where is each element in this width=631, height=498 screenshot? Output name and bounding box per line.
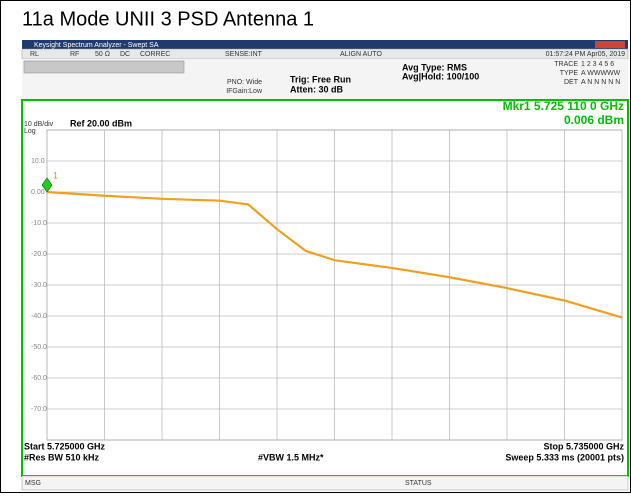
marker-freq: Mkr1 5.725 110 0 GHz (503, 99, 624, 113)
det-label: DET (564, 79, 579, 86)
clock: 01:57:24 PM Apr05, 2019 (546, 51, 625, 58)
status-item: RF (70, 51, 79, 58)
det-val: A N N N N N (581, 79, 620, 86)
status-item: DC (120, 51, 130, 58)
ref-level: Ref 20.00 dBm (70, 118, 132, 128)
msg: MSG (25, 480, 41, 487)
trace (46, 190, 623, 319)
window-titlebar (22, 40, 628, 49)
y-tick-label: -70.0 (31, 406, 47, 413)
status-bar (21, 48, 629, 60)
marker-level: 0.006 dBm (564, 113, 624, 127)
message-bar (21, 475, 629, 491)
y-tick-label: 0.00 (31, 189, 45, 196)
marker (41, 177, 53, 193)
status-item: CORREC (140, 51, 170, 58)
stop-freq: Stop 5.735000 GHz (543, 441, 624, 451)
vbw: #VBW 1.5 MHz* (258, 452, 324, 462)
page-title: 11a Mode UNII 3 PSD Antenna 1 (22, 8, 314, 30)
input-field (23, 60, 185, 74)
y-tick-label: -40.0 (31, 313, 47, 320)
plot-frame (21, 99, 629, 477)
type-label: TYPE (560, 70, 579, 77)
window-title: Keysight Spectrum Analyzer - Swept SA (34, 42, 159, 49)
trace-nums: 1 2 3 4 5 6 (581, 61, 614, 68)
status-items: RL RF 50 Ω DC CORREC SENSE:INT ALIGN AUTO (30, 51, 382, 58)
ifgain: IFGain:Low (226, 88, 263, 95)
scale-log: Log (24, 128, 36, 135)
sweep: Sweep 5.333 ms (20001 pts) (505, 452, 624, 462)
y-tick-label: -20.0 (31, 251, 47, 258)
type-val: A WWWWW (581, 70, 621, 77)
status-item: ALIGN AUTO (340, 51, 382, 58)
window-controls[interactable] (595, 41, 625, 48)
pno: PNO: Wide (227, 79, 262, 86)
y-tick-label: -60.0 (31, 375, 47, 382)
y-tick-label: 10.0 (31, 158, 45, 165)
trace-label: TRACE (554, 61, 578, 68)
status-item: 50 Ω (95, 51, 110, 58)
start-freq: Start 5.725000 GHz (24, 441, 106, 451)
trig: Trig: Free Run (290, 74, 351, 84)
atten: Atten: 30 dB (290, 84, 344, 94)
status-item: RL (30, 51, 39, 58)
avg-type: Avg Type: RMS (402, 62, 467, 72)
scale-div: 10 dB/div (24, 121, 54, 128)
y-tick-label: -50.0 (31, 344, 47, 351)
status-item: SENSE:INT (225, 51, 263, 58)
y-tick-label: -30.0 (31, 282, 47, 289)
y-tick-label: -10.0 (31, 220, 47, 227)
status: STATUS (405, 480, 432, 487)
marker-label: 1 (53, 170, 58, 180)
plot: 10.0 0.00 -10.0 -20.0 -30.0 -40.0 -50.0 -60.0 -7… (31, 129, 623, 441)
rbw: #Res BW 510 kHz (24, 452, 100, 462)
avg-hold: Avg|Hold: 100/100 (402, 71, 479, 81)
